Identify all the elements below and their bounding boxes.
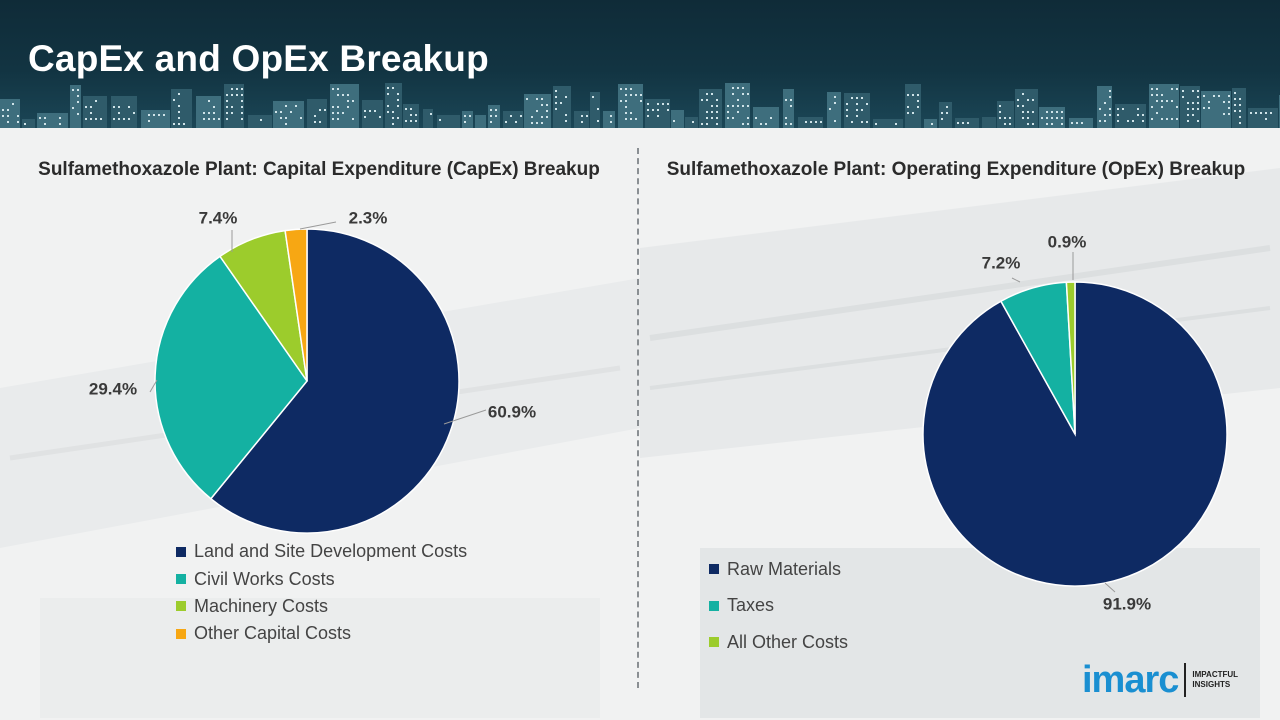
logo-tagline-line1: IMPACTFUL <box>1192 670 1239 679</box>
logo-separator <box>1184 663 1187 697</box>
slice-data-label: 0.9% <box>1048 232 1087 251</box>
legend-item: All Other Costs <box>709 624 848 661</box>
leader-line <box>443 409 487 425</box>
leader-line <box>149 379 158 393</box>
page-title: CapEx and OpEx Breakup <box>28 38 489 79</box>
leader-line <box>1104 582 1116 593</box>
slice-data-label: 91.9% <box>1103 594 1151 613</box>
legend-item: Other Capital Costs <box>176 620 467 647</box>
city-skyline-illustration <box>0 83 1280 128</box>
capex-chart-title: Sulfamethoxazole Plant: Capital Expendit… <box>38 159 600 180</box>
legend-swatch <box>176 628 186 639</box>
legend-label: Civil Works Costs <box>194 568 335 589</box>
pie-slice <box>209 228 460 534</box>
legend-swatch <box>176 546 186 557</box>
legend-label: Other Capital Costs <box>194 623 352 644</box>
legend-label: All Other Costs <box>727 631 849 652</box>
slice-data-label: 60.9% <box>488 402 536 421</box>
capex-legend: Land and Site Development Costs Civil Wo… <box>176 538 467 648</box>
logo-tagline-line2: INSIGHTS <box>1192 680 1231 689</box>
legend-item: Land and Site Development Costs <box>176 538 467 565</box>
opex-legend: Raw Materials Taxes All Other Costs <box>709 551 848 661</box>
legend-swatch <box>709 564 719 575</box>
pie-slice <box>154 255 308 500</box>
header-banner: CapEx and OpEx Breakup <box>0 0 1280 128</box>
slice-data-label: 29.4% <box>89 379 137 398</box>
legend-label: Raw Materials <box>727 558 842 579</box>
logo-tagline: IMPACTFUL INSIGHTS <box>1192 670 1252 690</box>
imarc-logo: imarc IMPACTFUL INSIGHTS <box>1082 660 1252 700</box>
leader-line <box>1011 277 1021 283</box>
legend-item: Civil Works Costs <box>176 565 467 592</box>
chart-divider <box>637 148 639 688</box>
legend-swatch <box>176 601 186 612</box>
legend-swatch <box>709 600 719 611</box>
legend-swatch <box>709 637 719 648</box>
logo-wordmark: imarc <box>1082 659 1179 701</box>
legend-item: Raw Materials <box>709 551 848 588</box>
legend-swatch <box>176 574 186 585</box>
leader-line <box>299 221 337 230</box>
legend-label: Taxes <box>727 595 775 616</box>
legend-label: Land and Site Development Costs <box>194 541 468 562</box>
slice-data-label: 7.4% <box>199 208 238 227</box>
legend-label: Machinery Costs <box>194 595 329 616</box>
pie-slice <box>284 228 308 382</box>
slice-data-label: 2.3% <box>349 208 388 227</box>
legend-item: Taxes <box>709 588 848 625</box>
legend-item: Machinery Costs <box>176 593 467 620</box>
pie-slice <box>1065 281 1076 435</box>
opex-chart-title: Sulfamethoxazole Plant: Operating Expend… <box>666 159 1246 180</box>
slice-data-label: 7.2% <box>982 253 1021 272</box>
